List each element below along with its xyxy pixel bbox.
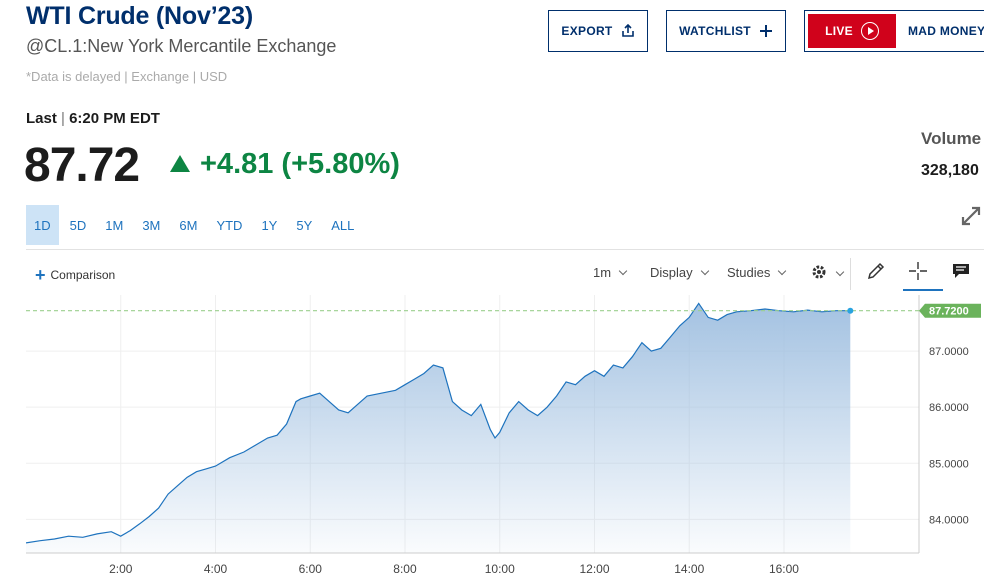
x-tick-label: 6:00 xyxy=(299,562,323,576)
x-tick-label: 14:00 xyxy=(674,562,704,576)
draw-tool-button[interactable] xyxy=(866,261,886,284)
tab-range-1y[interactable]: 1Y xyxy=(261,217,278,233)
chevron-down-icon xyxy=(835,267,845,277)
tab-range-1d[interactable]: 1D xyxy=(26,205,59,245)
chevron-down-icon xyxy=(700,266,709,276)
live-mad-money-button[interactable]: LIVE MAD MONEY xyxy=(804,10,984,52)
price-line xyxy=(26,302,851,544)
share-icon xyxy=(621,24,635,38)
live-badge: LIVE xyxy=(808,14,896,48)
y-tick-label: 85.0000 xyxy=(929,458,969,470)
price-change: +4.81 (+5.80%) xyxy=(170,148,400,181)
annotation-tool-button[interactable] xyxy=(952,262,970,283)
divider xyxy=(26,249,984,250)
crosshair-tool-button[interactable] xyxy=(908,261,928,284)
watchlist-button[interactable]: WATCHLIST xyxy=(666,10,786,52)
volume-value: 328,180 xyxy=(921,162,979,179)
tab-range-3m[interactable]: 3M xyxy=(142,217,161,233)
volume-label: Volume xyxy=(921,129,982,148)
chevron-down-icon xyxy=(618,266,628,276)
last-time: 6:20 PM EDT xyxy=(69,110,160,127)
display-dropdown[interactable]: Display xyxy=(650,265,709,280)
interval-label: 1m xyxy=(593,265,612,280)
export-button[interactable]: EXPORT xyxy=(548,10,648,52)
export-label: EXPORT xyxy=(561,24,613,38)
comparison-label: Comparison xyxy=(50,268,116,282)
toolbar-divider xyxy=(850,258,851,290)
mad-money-label: MAD MONEY xyxy=(908,24,984,38)
y-tick-label: 87.0000 xyxy=(929,346,969,358)
plus-icon: + xyxy=(35,265,46,285)
live-label: LIVE xyxy=(825,24,853,38)
change-value: +4.81 (+5.80%) xyxy=(200,148,400,180)
studies-label: Studies xyxy=(727,265,771,280)
display-label: Display xyxy=(650,265,693,280)
last-price: 87.72 xyxy=(24,139,140,192)
x-tick-label: 12:00 xyxy=(579,562,609,576)
last-price-label: 87.7200 xyxy=(929,306,969,318)
price-area-fill xyxy=(26,303,851,553)
interval-dropdown[interactable]: 1m xyxy=(593,265,628,280)
comment-icon xyxy=(952,262,970,283)
x-tick-label: 8:00 xyxy=(393,562,417,576)
last-price-dot xyxy=(847,307,854,314)
last-trade-info: Last | 6:20 PM EDT xyxy=(26,110,160,127)
x-tick-label: 4:00 xyxy=(204,562,228,576)
page-title: WTI Crude (Nov’23) xyxy=(26,2,253,30)
tab-range-5d[interactable]: 5D xyxy=(69,217,87,233)
up-arrow-icon xyxy=(170,155,190,172)
x-tick-label: 10:00 xyxy=(485,562,515,576)
y-tick-label: 86.0000 xyxy=(929,402,969,414)
watchlist-label: WATCHLIST xyxy=(679,24,751,38)
delayed-data-note: *Data is delayed | Exchange | USD xyxy=(26,69,228,84)
gear-icon xyxy=(810,263,828,284)
tab-range-ytd[interactable]: YTD xyxy=(216,217,243,233)
comparison-button[interactable]: + Comparison xyxy=(35,265,116,285)
x-tick-label: 16:00 xyxy=(769,562,799,576)
tab-range-all[interactable]: ALL xyxy=(331,217,355,233)
tab-range-5y[interactable]: 5Y xyxy=(296,217,313,233)
expand-icon[interactable] xyxy=(960,205,982,232)
settings-dropdown[interactable] xyxy=(810,263,845,284)
price-chart[interactable]: 87.7200 84.0000 85.0000 86.0000 87.0000 2:00 4… xyxy=(26,295,984,584)
crosshair-icon xyxy=(908,261,928,284)
play-icon xyxy=(860,22,879,40)
chevron-down-icon xyxy=(778,266,787,276)
tab-range-1m[interactable]: 1M xyxy=(105,217,124,233)
exchange-subtitle: @CL.1:New York Mercantile Exchange xyxy=(26,36,337,56)
studies-dropdown[interactable]: Studies xyxy=(727,265,787,280)
plus-icon xyxy=(759,24,773,38)
time-range-tabs: 1D 5D 1M 3M 6M YTD 1Y 5Y ALL xyxy=(26,205,365,245)
tab-range-6m[interactable]: 6M xyxy=(179,217,198,233)
pencil-icon xyxy=(866,261,886,284)
x-tick-label: 2:00 xyxy=(109,562,133,576)
active-tool-indicator xyxy=(903,289,943,291)
last-price-tag xyxy=(919,303,981,318)
last-separator: | xyxy=(56,110,70,127)
y-tick-label: 84.0000 xyxy=(929,514,969,526)
last-label: Last xyxy=(26,110,57,127)
